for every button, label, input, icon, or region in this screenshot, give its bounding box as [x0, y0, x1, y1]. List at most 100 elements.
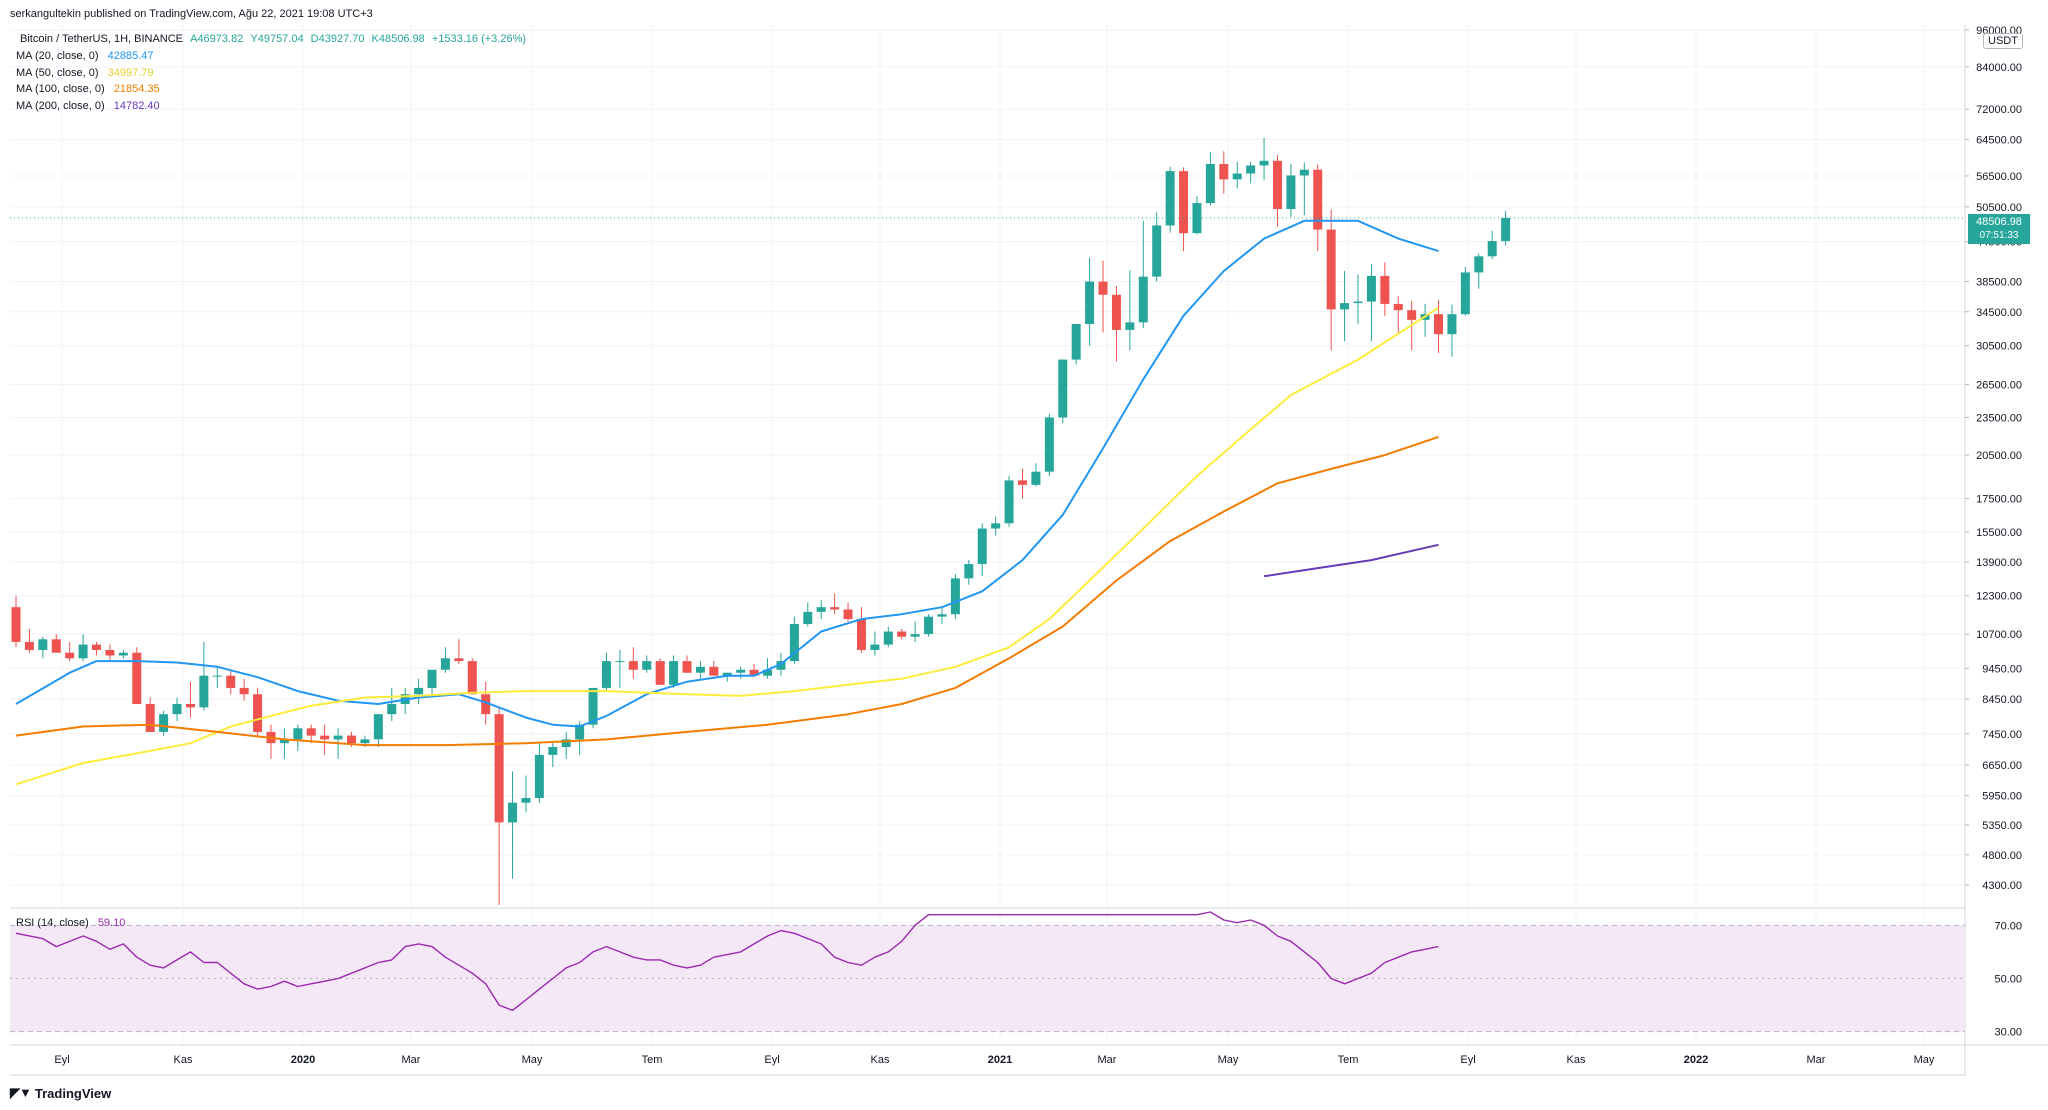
candle [172, 697, 182, 722]
candle-body [185, 704, 195, 708]
rsi-label: RSI (14, close) [16, 917, 89, 929]
candle [1219, 151, 1229, 194]
candle [1031, 463, 1041, 487]
candle [159, 710, 169, 736]
grid-lines [10, 25, 2048, 1076]
candle [105, 644, 115, 662]
candle [440, 647, 450, 673]
low-value: D43927.70 [310, 33, 365, 45]
time-axis[interactable]: Eyl Kas 2020 Mar May Tem Eyl Kas 2021 Mar May Tem Ey… [54, 1054, 1935, 1066]
candle-body [508, 802, 518, 823]
price-axis[interactable]: 96000.0084000.0072000.0064500.0056500.00… [1965, 25, 2022, 892]
time-tick-label: Eyl [764, 1054, 779, 1066]
price-tick-label: 5950.00 [1982, 791, 2022, 803]
ma200-legend[interactable]: MA (200, close, 0) 14782.40 [16, 100, 160, 112]
candle [1152, 212, 1162, 282]
candle-body [575, 724, 585, 740]
price-tick-label: 10700.00 [1976, 629, 2022, 641]
candle-body [105, 649, 115, 656]
candle-body [440, 658, 450, 670]
candle [51, 634, 61, 653]
time-tick-label: 2021 [988, 1054, 1012, 1066]
ma20-legend[interactable]: MA (20, close, 0) 42885.47 [16, 50, 154, 62]
candle [924, 614, 934, 637]
candle-body [78, 644, 88, 659]
ma200-label: MA (200, close, 0) [16, 100, 105, 112]
tradingview-logo[interactable]: ◤▼ TradingView [10, 1085, 111, 1101]
candle-body [937, 614, 947, 617]
high-value: Y49757.04 [250, 33, 304, 45]
candle [239, 678, 249, 701]
last-price-value: 48506.98 [1976, 216, 2022, 228]
close-value: K48506.98 [371, 33, 425, 45]
candle [1380, 262, 1390, 316]
candle [749, 663, 759, 676]
publish-line: serkangultekin published on TradingView.… [10, 8, 373, 20]
candle-body [494, 714, 504, 823]
candle [1165, 166, 1175, 233]
candle [1460, 266, 1470, 316]
candle-body [1501, 217, 1511, 242]
candle-body [736, 669, 746, 673]
candle-body [320, 735, 330, 740]
candle [1286, 164, 1296, 217]
time-tick-label: Kas [174, 1054, 193, 1066]
time-tick-label: Mar [1807, 1054, 1826, 1066]
candle-body [669, 661, 679, 685]
bar-countdown: 07:51:33 [1979, 230, 2019, 241]
candle-body [924, 616, 934, 635]
candle-body [763, 669, 773, 676]
candle-body [1366, 275, 1376, 302]
candle-body [521, 797, 531, 803]
candle-body [38, 639, 48, 650]
price-tick-label: 15500.00 [1976, 527, 2022, 539]
candle-body [1460, 272, 1470, 315]
symbol-legend[interactable]: Bitcoin / TetherUS, 1H, BINANCE A46973.8… [16, 33, 526, 45]
candle [897, 628, 907, 640]
rsi-axis[interactable]: 70.00 50.00 30.00 [1994, 920, 2022, 1038]
candle [1326, 209, 1336, 351]
candle [856, 607, 866, 653]
ma100-legend[interactable]: MA (100, close, 0) 21854.35 [16, 83, 160, 95]
candle [950, 574, 960, 620]
rsi-legend[interactable]: RSI (14, close) 59.10 [16, 917, 125, 929]
candle [1058, 359, 1068, 424]
currency-label[interactable]: USDT [1983, 33, 2023, 49]
candle-body [816, 607, 826, 612]
candle-body [843, 609, 853, 620]
candle [1447, 304, 1457, 357]
candle-body [347, 735, 356, 744]
ma50-legend[interactable]: MA (50, close, 0) 34997.79 [16, 67, 154, 79]
candle [682, 655, 692, 673]
candle-body [870, 644, 880, 650]
ma200-value: 14782.40 [113, 100, 160, 112]
candle-body [1071, 324, 1081, 360]
candle-body [145, 704, 155, 732]
candle-body [333, 735, 343, 740]
candle [253, 687, 263, 736]
time-tick-label: 2020 [291, 1054, 315, 1066]
candle-body [830, 607, 840, 610]
candle-body [1165, 171, 1175, 226]
candle-body [1125, 322, 1135, 330]
candle [145, 697, 155, 732]
candle [494, 707, 504, 905]
candle [789, 616, 799, 664]
candle-body [1152, 225, 1162, 277]
candle [883, 626, 893, 648]
candle [467, 658, 477, 695]
candle [669, 655, 679, 688]
candle-body [1085, 281, 1095, 325]
candle-body [789, 623, 799, 662]
candle [977, 523, 987, 577]
candle [910, 621, 920, 642]
candle [212, 666, 222, 688]
symbol-title: Bitcoin / TetherUS, 1H, BINANCE [20, 33, 184, 45]
candle-body [1286, 175, 1296, 210]
candle-body [387, 704, 397, 715]
candle [118, 649, 128, 659]
candle-body [615, 661, 625, 663]
rsi-tick-label: 70.00 [1994, 920, 2022, 932]
price-tick-label: 13900.00 [1976, 557, 2022, 569]
